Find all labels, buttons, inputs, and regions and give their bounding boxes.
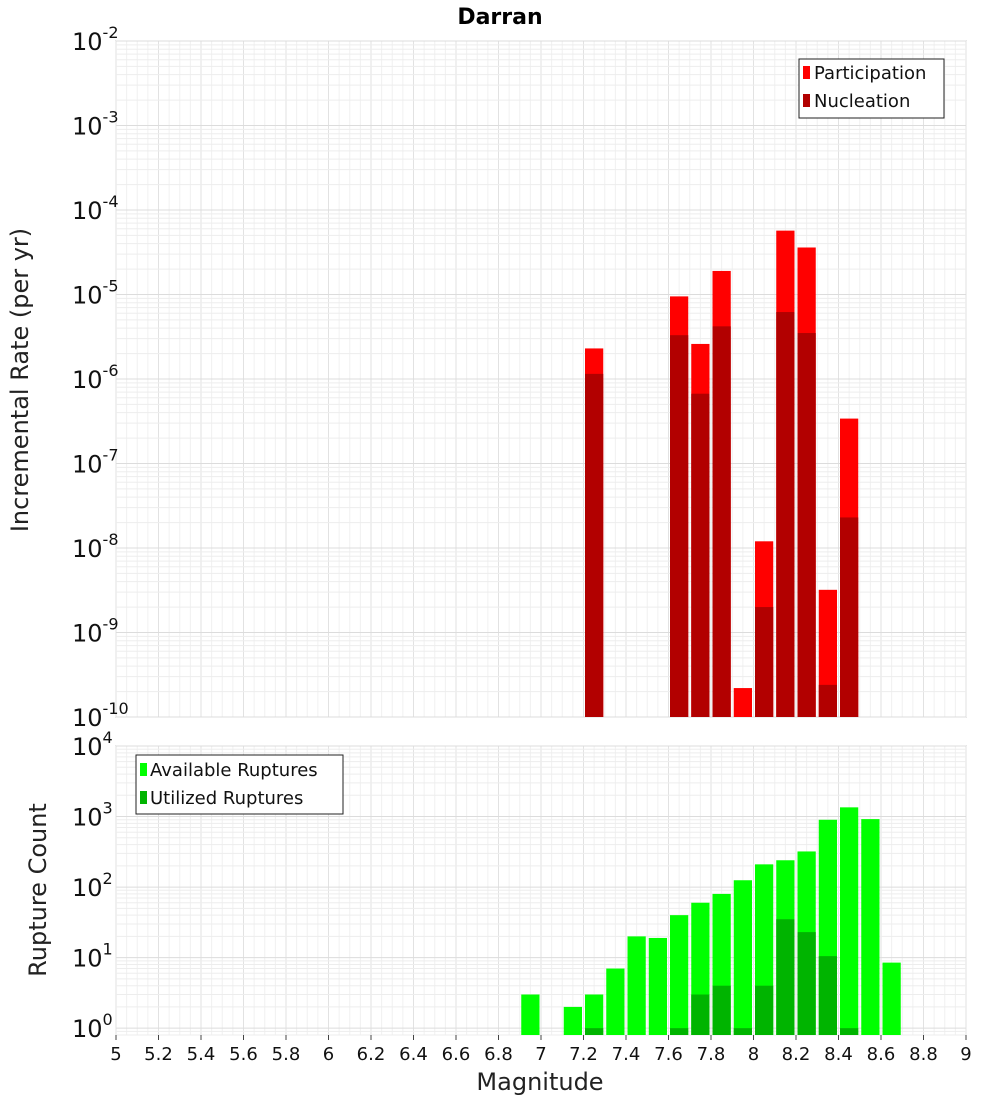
y-tick-label: 102 xyxy=(72,869,113,902)
chart-title: Darran xyxy=(457,5,542,30)
y-tick-label: 100 xyxy=(72,1010,113,1043)
bottom-bars xyxy=(521,807,901,1035)
utilized-ruptures-bar xyxy=(670,1028,689,1035)
legend-label-participation: Participation xyxy=(814,63,926,84)
available-ruptures-bar xyxy=(648,937,667,1035)
available-ruptures-bar xyxy=(840,807,859,1035)
nucleation-bar xyxy=(755,607,774,717)
x-tick-label: 9 xyxy=(960,1044,971,1065)
y-tick-label: 10-7 xyxy=(72,446,119,479)
legend-swatch-nucleation xyxy=(803,94,810,107)
x-tick-label: 5 xyxy=(110,1044,121,1065)
bottom-legend-box xyxy=(135,754,344,815)
y-tick-label: 10-3 xyxy=(72,108,119,141)
x-tick-label: 8.2 xyxy=(782,1044,811,1065)
nucleation-bar xyxy=(712,326,731,717)
nucleation-bar xyxy=(797,333,816,717)
participation-bar xyxy=(733,688,752,717)
y-tick-label: 10-5 xyxy=(72,277,119,310)
x-tick-label: 8.4 xyxy=(824,1044,853,1065)
x-tick-label: 8 xyxy=(748,1044,759,1065)
x-axis-label: Magnitude xyxy=(476,1068,603,1096)
x-tick-label: 7 xyxy=(535,1044,546,1065)
available-ruptures-bar xyxy=(861,819,880,1035)
nucleation-bar xyxy=(818,684,837,717)
utilized-ruptures-bar xyxy=(733,1028,752,1035)
x-tick-label: 6 xyxy=(323,1044,334,1065)
legend-label-utilized: Utilized Ruptures xyxy=(150,788,303,809)
x-tick-label: 8.8 xyxy=(909,1044,938,1065)
x-tick-label: 5.6 xyxy=(229,1044,258,1065)
y-tick-label: 10-4 xyxy=(72,192,119,225)
top-legend: Participation Nucleation xyxy=(798,58,945,119)
utilized-ruptures-bar xyxy=(818,956,837,1035)
y-tick-label: 10-9 xyxy=(72,615,119,648)
x-tick-label: 7.6 xyxy=(654,1044,683,1065)
x-tick-label: 5.8 xyxy=(272,1044,301,1065)
legend-swatch-participation xyxy=(803,66,810,79)
y-tick-label: 10-8 xyxy=(72,530,119,563)
y-tick-label: 101 xyxy=(72,940,113,973)
x-ticks: 5 5.2 5.4 5.6 5.8 6 6.2 6.4 6.6 6.8 7 7.2 7.4 7.6 7.8 8… xyxy=(110,1035,972,1065)
participation-panel: 10-10 10-9 10-8 10-7 10-6 10-5 10-4 10-3 10-2 In… xyxy=(6,23,967,732)
top-legend-box xyxy=(798,58,945,119)
available-ruptures-bar xyxy=(670,915,689,1035)
available-ruptures-bar xyxy=(563,1006,582,1035)
x-tick-label: 8.6 xyxy=(867,1044,896,1065)
x-tick-label: 5.2 xyxy=(144,1044,173,1065)
nucleation-bar xyxy=(585,373,604,717)
legend-swatch-utilized xyxy=(140,791,147,804)
nucleation-bar xyxy=(691,393,710,717)
utilized-ruptures-bar xyxy=(755,985,774,1035)
bottom-legend: Available Ruptures Utilized Ruptures xyxy=(135,754,344,815)
available-ruptures-bar xyxy=(521,994,540,1035)
y-tick-label: 10-2 xyxy=(72,23,119,56)
nucleation-bar xyxy=(670,335,689,717)
y-tick-label: 104 xyxy=(72,728,113,761)
bottom-y-axis-label: Rupture Count xyxy=(24,803,52,977)
nucleation-bar xyxy=(776,312,795,717)
utilized-ruptures-bar xyxy=(712,985,731,1035)
available-ruptures-bar xyxy=(606,968,625,1035)
rupture-count-panel: 100 101 102 103 104 5 5.2 5.4 5.6 5.8 6 6.2 6.4 6.6 6… xyxy=(24,728,972,1096)
top-y-axis-label: Incremental Rate (per yr) xyxy=(6,228,34,532)
x-tick-label: 6.4 xyxy=(399,1044,428,1065)
legend-swatch-available xyxy=(140,763,147,776)
legend-label-nucleation: Nucleation xyxy=(814,91,910,112)
y-tick-label: 103 xyxy=(72,799,113,832)
utilized-ruptures-bar xyxy=(776,919,795,1035)
x-tick-label: 7.4 xyxy=(612,1044,641,1065)
utilized-ruptures-bar xyxy=(691,994,710,1035)
nucleation-bar xyxy=(840,517,859,717)
x-tick-label: 5.4 xyxy=(187,1044,216,1065)
utilized-ruptures-bar xyxy=(797,932,816,1035)
available-ruptures-bar xyxy=(627,936,646,1035)
y-tick-label: 10-6 xyxy=(72,361,119,394)
top-grid xyxy=(115,40,967,718)
utilized-ruptures-bar xyxy=(840,1028,859,1035)
x-tick-label: 7.8 xyxy=(697,1044,726,1065)
x-tick-label: 6.8 xyxy=(484,1044,513,1065)
legend-label-available: Available Ruptures xyxy=(150,760,318,781)
top-y-ticks: 10-10 10-9 10-8 10-7 10-6 10-5 10-4 10-3 10-2 xyxy=(72,23,129,732)
x-tick-label: 6.6 xyxy=(442,1044,471,1065)
x-tick-label: 7.2 xyxy=(569,1044,598,1065)
y-tick-label: 10-10 xyxy=(72,699,129,732)
available-ruptures-bar xyxy=(733,880,752,1035)
top-bars xyxy=(585,230,859,717)
bottom-y-ticks: 100 101 102 103 104 xyxy=(72,728,113,1043)
x-tick-label: 6.2 xyxy=(357,1044,386,1065)
available-ruptures-bar xyxy=(585,994,604,1035)
utilized-ruptures-bar xyxy=(585,1028,604,1035)
available-ruptures-bar xyxy=(882,962,901,1035)
